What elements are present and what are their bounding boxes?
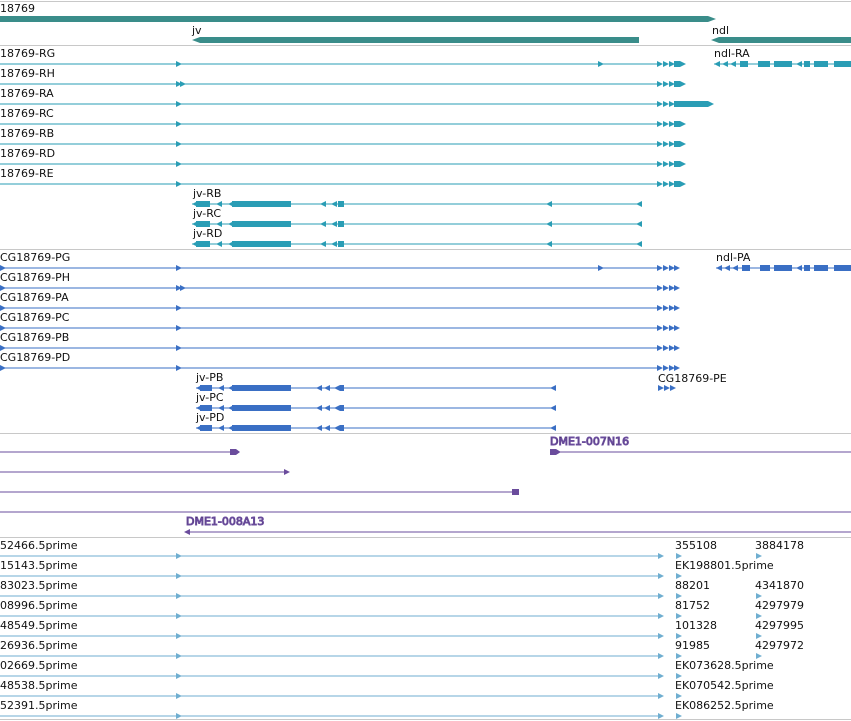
protein-row[interactable]: CG18769-PH	[0, 271, 680, 291]
transcript-row[interactable]: 18769-RG	[0, 47, 686, 67]
est-row[interactable]: 02669.5prime EK073628.5prime	[0, 659, 774, 679]
protein-track: CG18769-PG CG18769-PH CG18769-PA CG18769-PC…	[0, 251, 851, 431]
protein-label[interactable]: CG18769-PA	[0, 291, 69, 304]
est-row[interactable]: 15143.5prime EK198801.5prime	[0, 559, 774, 579]
transcript-row[interactable]: 18769-RC	[0, 107, 686, 127]
est-row[interactable]: 52466.5prime 355108 3884178	[0, 539, 804, 559]
transcript-label[interactable]: 18769-RH	[0, 67, 55, 80]
strand-arrow-icon	[708, 16, 716, 22]
transcript-label[interactable]: jv-RD	[192, 227, 222, 240]
protein-label[interactable]: jv-PC	[195, 391, 224, 404]
protein-label[interactable]: CG18769-PB	[0, 331, 69, 344]
protein-label-cg18769-pe[interactable]: CG18769-PE	[658, 372, 727, 385]
transcript-row[interactable]: jv-RB	[192, 187, 642, 207]
transcript-label-ndl-ra[interactable]: ndl-RA	[714, 47, 750, 60]
transcript-row[interactable]: 18769-RH	[0, 67, 686, 87]
strand-arrow-icon	[192, 37, 200, 43]
protein-label[interactable]: CG18769-PC	[0, 311, 70, 324]
est-row[interactable]: 48538.5prime EK070542.5prime	[0, 679, 774, 699]
clone-end	[512, 489, 519, 495]
transcript-row[interactable]: 18769-RD	[0, 147, 686, 167]
est-label[interactable]: 4341870	[755, 579, 804, 592]
protein-row[interactable]: CG18769-PG	[0, 251, 680, 271]
strand-arrow-icon	[284, 469, 290, 475]
transcript-label[interactable]: 18769-RA	[0, 87, 54, 100]
est-row[interactable]: 52391.5prime EK086252.5prime	[0, 699, 774, 719]
transcript-row[interactable]: 18769-RA	[0, 87, 714, 107]
clone-track: DME1-007N16 DME1-008A13	[0, 435, 851, 535]
transcript-label[interactable]: 18769-RC	[0, 107, 54, 120]
gene-label-cg18769[interactable]: 18769	[0, 2, 35, 15]
clone-label-dme1-007n16[interactable]: DME1-007N16	[550, 435, 630, 449]
est-label[interactable]: 4297979	[755, 599, 804, 612]
transcript-label[interactable]: 18769-RB	[0, 127, 54, 140]
protein-row[interactable]: CG18769-PC	[0, 311, 680, 331]
protein-row[interactable]: jv-PD	[195, 411, 556, 431]
protein-row[interactable]: CG18769-PB	[0, 331, 680, 351]
transcript-track: 18769-RG 18769-RH 18769-RA 18769-RC 18769-RB…	[0, 47, 851, 247]
protein-row[interactable]: CG18769-PA	[0, 291, 680, 311]
clone-end	[550, 449, 556, 455]
est-label[interactable]: 02669.5prime	[0, 659, 78, 672]
est-label[interactable]: 52391.5prime	[0, 699, 78, 712]
gene-jv[interactable]	[200, 37, 639, 43]
est-label[interactable]: 355108	[675, 539, 717, 552]
est-label[interactable]: 91985	[675, 639, 710, 652]
est-label[interactable]: 88201	[675, 579, 710, 592]
gene-ndl[interactable]	[719, 37, 851, 43]
est-row[interactable]: 26936.5prime 91985 4297972	[0, 639, 804, 659]
protein-label[interactable]: jv-PB	[195, 371, 223, 384]
est-label[interactable]: 52466.5prime	[0, 539, 78, 552]
est-label[interactable]: 83023.5prime	[0, 579, 78, 592]
clone-end	[230, 449, 236, 455]
transcript-label[interactable]: jv-RC	[192, 207, 221, 220]
est-label[interactable]: EK073628.5prime	[675, 659, 774, 672]
protein-label[interactable]: jv-PD	[195, 411, 224, 424]
transcript-label[interactable]: jv-RB	[192, 187, 221, 200]
est-label[interactable]: 26936.5prime	[0, 639, 78, 652]
est-label[interactable]: 08996.5prime	[0, 599, 78, 612]
gene-cg18769[interactable]	[0, 16, 708, 22]
gene-label-ndl[interactable]: ndl	[712, 24, 729, 37]
gene-track: 18769 jv ndl	[0, 2, 851, 43]
transcript-label[interactable]: 18769-RG	[0, 47, 55, 60]
est-track: 52466.5prime 355108 3884178 15143.5prime EK1…	[0, 539, 804, 719]
protein-label[interactable]: CG18769-PD	[0, 351, 70, 364]
gene-label-jv[interactable]: jv	[191, 24, 202, 37]
strand-arrow-icon	[711, 37, 719, 43]
transcript-label[interactable]: 18769-RE	[0, 167, 54, 180]
est-label[interactable]: EK086252.5prime	[675, 699, 774, 712]
est-label[interactable]: EK198801.5prime	[675, 559, 774, 572]
transcript-label[interactable]: 18769-RD	[0, 147, 55, 160]
est-label[interactable]: 48549.5prime	[0, 619, 78, 632]
protein-row[interactable]: CG18769-PD	[0, 351, 680, 371]
est-row[interactable]: 08996.5prime 81752 4297979	[0, 599, 804, 619]
protein-label[interactable]: CG18769-PH	[0, 271, 70, 284]
transcript-row[interactable]: 18769-RE	[0, 167, 686, 187]
protein-label-ndl-pa[interactable]: ndl-PA	[716, 251, 751, 264]
est-label[interactable]: EK070542.5prime	[675, 679, 774, 692]
est-label[interactable]: 4297972	[755, 639, 804, 652]
transcript-row[interactable]: 18769-RB	[0, 127, 686, 147]
est-label[interactable]: 15143.5prime	[0, 559, 78, 572]
transcript-row[interactable]: jv-RC	[192, 207, 642, 227]
est-label[interactable]: 101328	[675, 619, 717, 632]
protein-row[interactable]: jv-PB	[195, 371, 556, 391]
strand-arrow-icon	[236, 449, 240, 455]
est-row[interactable]: 83023.5prime 88201 4341870	[0, 579, 804, 599]
est-label[interactable]: 48538.5prime	[0, 679, 78, 692]
transcript-row[interactable]: jv-RD	[192, 227, 642, 247]
est-label[interactable]: 3884178	[755, 539, 804, 552]
clone-label-dme1-008a13[interactable]: DME1-008A13	[186, 515, 265, 529]
est-row[interactable]: 48549.5prime 101328 4297995	[0, 619, 804, 639]
est-label[interactable]: 4297995	[755, 619, 804, 632]
protein-label[interactable]: CG18769-PG	[0, 251, 70, 264]
est-label[interactable]: 81752	[675, 599, 710, 612]
protein-row[interactable]: jv-PC	[195, 391, 556, 411]
